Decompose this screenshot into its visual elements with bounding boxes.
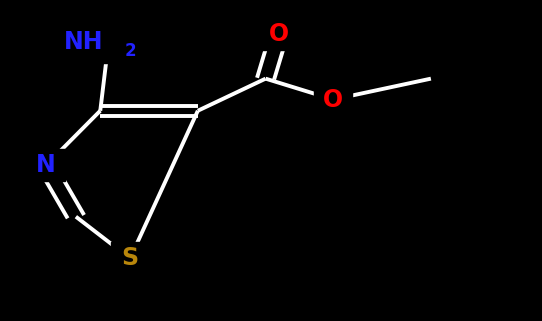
- Bar: [73, 24, 144, 63]
- Text: O: O: [269, 22, 289, 46]
- Text: N: N: [36, 153, 56, 177]
- Bar: [111, 242, 149, 274]
- Text: 2: 2: [124, 42, 136, 60]
- Bar: [260, 18, 298, 50]
- Text: NH: NH: [63, 30, 103, 54]
- Text: S: S: [121, 247, 139, 270]
- Bar: [314, 83, 352, 116]
- Bar: [27, 149, 65, 181]
- Text: O: O: [323, 88, 344, 111]
